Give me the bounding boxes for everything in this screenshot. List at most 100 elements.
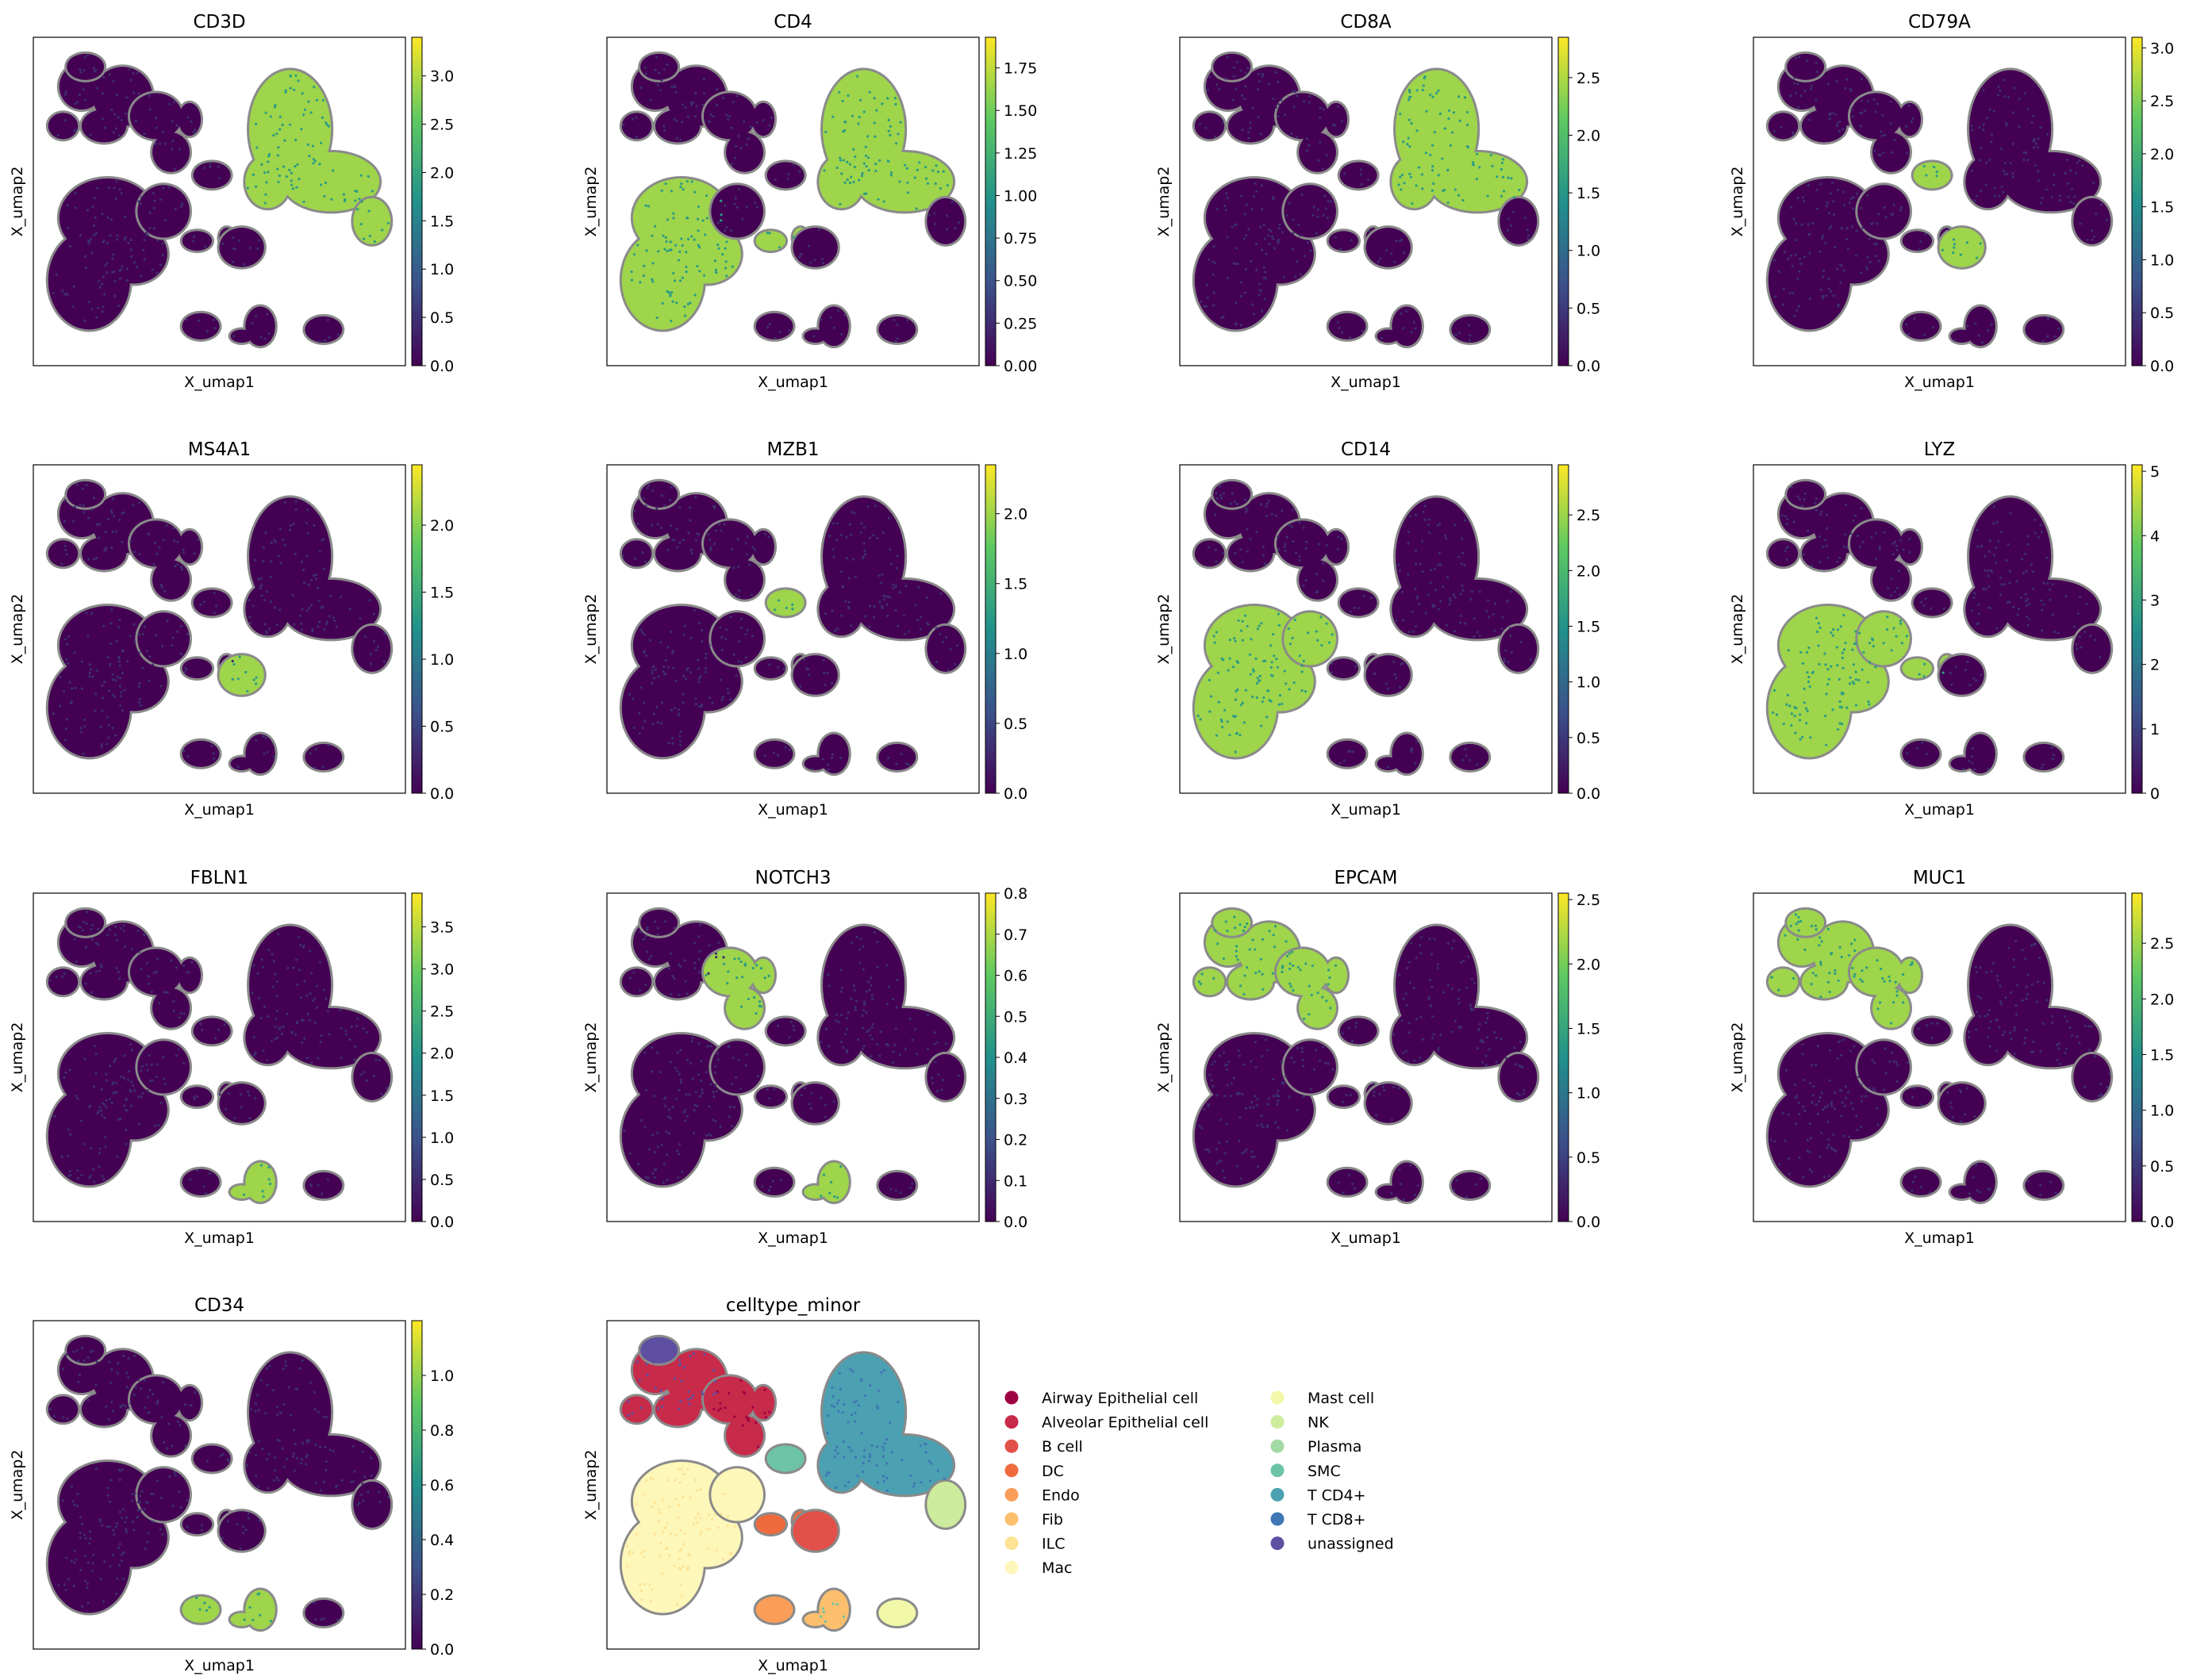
cluster-Epi_right	[1324, 958, 1348, 992]
cluster-T_main	[856, 1435, 954, 1495]
colorbar-tick-label: 0.3	[1004, 1091, 1027, 1108]
colorbar-tick-label: 5	[2150, 463, 2160, 481]
colorbar-gradient	[2131, 36, 2143, 366]
plot-frame	[1753, 464, 2126, 794]
cluster-DC_small	[755, 658, 786, 679]
colorbar-tick-label: 0.0	[2150, 1214, 2174, 1231]
cluster-Epi_left	[48, 113, 79, 140]
cluster-Epi_left	[48, 540, 79, 567]
colorbar-tick-label: 0.5	[1576, 730, 1600, 747]
legend-marker	[1270, 1439, 1285, 1453]
colorbar-tick-label: 1.5	[430, 213, 454, 230]
colorbar-tick-label: 0.8	[1004, 885, 1027, 903]
cluster-T_main	[2003, 1007, 2100, 1068]
scatter-points	[1192, 907, 1540, 1205]
cluster-Epi_right	[726, 132, 763, 172]
legend-marker	[1004, 1536, 1019, 1551]
colorbar-tick-label: 2.0	[2150, 991, 2174, 1008]
cluster-Mast	[305, 1172, 343, 1199]
cluster-Epi_left	[81, 109, 127, 143]
cluster-T_main	[819, 155, 864, 209]
colorbar-tick-label: 3.0	[430, 68, 454, 86]
cluster-T_main	[1429, 1007, 1527, 1068]
cluster-Mast	[2025, 316, 2063, 343]
plot-frame	[606, 1320, 980, 1650]
cluster-Mac_upper	[711, 1041, 763, 1094]
colorbar-gradient	[411, 464, 423, 794]
cluster-Plasma	[1339, 589, 1377, 616]
scatter-points	[1765, 478, 2114, 777]
legend-marker	[1004, 1487, 1019, 1502]
legend-marker	[1004, 1512, 1019, 1526]
cluster-Epi_left	[48, 1396, 79, 1423]
panel-title: CD4	[774, 12, 812, 33]
colorbar-tick-label: 0.0	[1576, 1214, 1600, 1231]
cluster-Mac_upper	[137, 185, 190, 238]
colorbar-tick-label: 0.5	[430, 719, 454, 736]
colorbar-tick-label: 3.5	[430, 919, 454, 936]
cluster-Plasma	[1913, 1018, 1951, 1045]
cluster-Mac_big	[674, 224, 741, 284]
cluster-T_tail	[927, 625, 965, 672]
colorbar: 0.0 0.2 0.4 0.6 0.8 1.0	[411, 1320, 454, 1659]
colorbar-tick-label: 1.0	[430, 1130, 454, 1147]
panel-cd4: CD4 X_umap1 X_umap2 0.00 0.25 0.50 0.75 1.00 1.2…	[582, 12, 1037, 391]
colorbar-gradient	[2131, 464, 2143, 794]
cluster-B	[1365, 655, 1411, 695]
cluster-Fib	[804, 329, 827, 343]
cluster-Plasma	[1339, 1018, 1377, 1045]
colorbar-gradient	[411, 1320, 423, 1650]
cluster-Fib	[1965, 306, 1995, 347]
colorbar-tick-label: 1.5	[1576, 185, 1600, 202]
panel-title: celltype_minor	[726, 1295, 861, 1316]
cluster-B	[219, 228, 264, 267]
cluster-Epi_left	[1227, 109, 1273, 143]
cluster-Mast	[1451, 316, 1489, 343]
cluster-Endo	[755, 740, 793, 767]
cluster-Epi_right	[1299, 988, 1336, 1028]
legend-label: Fib	[1042, 1511, 1063, 1528]
cluster-Epi_right	[1898, 530, 1922, 564]
legend-marker	[1270, 1390, 1285, 1405]
colorbar: 0.0 0.5 1.0 1.5 2.0 2.5	[1557, 36, 1600, 375]
y-axis-label: X_umap2	[582, 594, 600, 665]
cluster-T_tail	[353, 625, 391, 672]
panel-title: EPCAM	[1334, 868, 1397, 888]
cluster-Epi_right	[1849, 520, 1903, 567]
scatter-points	[619, 907, 967, 1205]
colorbar-tick-label: 2.0	[430, 517, 454, 535]
colorbar-tick-label: 2.5	[2150, 93, 2174, 110]
scatter-points	[1192, 478, 1540, 777]
colorbar-tick-label: 1.5	[430, 1087, 454, 1105]
cluster-DC_small	[182, 658, 213, 679]
legend-label: ILC	[1042, 1536, 1065, 1553]
x-axis-label: X_umap1	[758, 1229, 828, 1247]
colorbar-tick-label: 1	[2150, 721, 2160, 738]
cluster-B	[1365, 1084, 1411, 1123]
cluster-Mast	[305, 743, 343, 771]
panel-ms4a1: MS4A1 X_umap1 X_umap2 0.0 0.5 1.0 1.5 2.0	[9, 439, 454, 819]
colorbar-tick-label: 1.50	[1004, 102, 1037, 120]
colorbar-tick-label: 0.25	[1004, 315, 1037, 332]
plot-frame	[606, 464, 980, 794]
panel-celltype-minor: celltype_minor X_umap1 X_umap2 Airway Epith…	[582, 1295, 1394, 1674]
cluster-Mac_upper	[137, 1041, 190, 1094]
panel-title: NOTCH3	[755, 868, 831, 888]
legend-label: Plasma	[1308, 1438, 1361, 1456]
cluster-Epi_top	[1787, 909, 1825, 936]
cluster-Epi_right	[751, 958, 775, 992]
colorbar-gradient	[411, 892, 423, 1222]
cluster-T_main	[282, 152, 380, 212]
cluster-Endo	[182, 1168, 220, 1195]
plot-frame	[33, 1320, 406, 1650]
cluster-Epi_left	[1801, 109, 1847, 143]
cluster-Mast	[878, 1599, 916, 1627]
cluster-Epi_right	[1898, 102, 1922, 136]
cluster-Epi_top	[640, 481, 678, 508]
cluster-Epi_right	[1299, 560, 1336, 600]
cluster-Fib	[230, 1185, 253, 1199]
cluster-B	[793, 655, 838, 695]
colorbar-tick-label: 0.0	[430, 785, 454, 803]
cluster-Epi_left	[655, 1393, 701, 1426]
cluster-Mac_upper	[711, 1468, 763, 1521]
